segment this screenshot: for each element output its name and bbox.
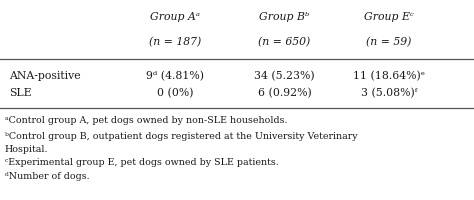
Text: 3 (5.08%)ᶠ: 3 (5.08%)ᶠ — [361, 88, 417, 98]
Text: ANA-positive: ANA-positive — [9, 71, 81, 81]
Text: ᵃControl group A, pet dogs owned by non-SLE households.: ᵃControl group A, pet dogs owned by non-… — [5, 116, 287, 124]
Text: 0 (0%): 0 (0%) — [157, 88, 194, 98]
Text: (n = 59): (n = 59) — [366, 37, 411, 47]
Text: 34 (5.23%): 34 (5.23%) — [254, 71, 315, 81]
Text: Group Eᶜ: Group Eᶜ — [364, 12, 414, 22]
Text: Hospital.: Hospital. — [5, 145, 48, 153]
Text: Group Bᵇ: Group Bᵇ — [259, 12, 310, 22]
Text: (n = 650): (n = 650) — [258, 37, 310, 47]
Text: SLE: SLE — [9, 88, 32, 98]
Text: ᶜExperimental group E, pet dogs owned by SLE patients.: ᶜExperimental group E, pet dogs owned by… — [5, 158, 279, 166]
Text: 6 (0.92%): 6 (0.92%) — [257, 88, 311, 98]
Text: Group Aᵃ: Group Aᵃ — [150, 12, 201, 22]
Text: ᵇControl group B, outpatient dogs registered at the University Veterinary: ᵇControl group B, outpatient dogs regist… — [5, 132, 357, 140]
Text: (n = 187): (n = 187) — [149, 37, 201, 47]
Text: 9ᵈ (4.81%): 9ᵈ (4.81%) — [146, 71, 204, 81]
Text: ᵈNumber of dogs.: ᵈNumber of dogs. — [5, 172, 90, 180]
Text: 11 (18.64%)ᵉ: 11 (18.64%)ᵉ — [353, 71, 425, 81]
